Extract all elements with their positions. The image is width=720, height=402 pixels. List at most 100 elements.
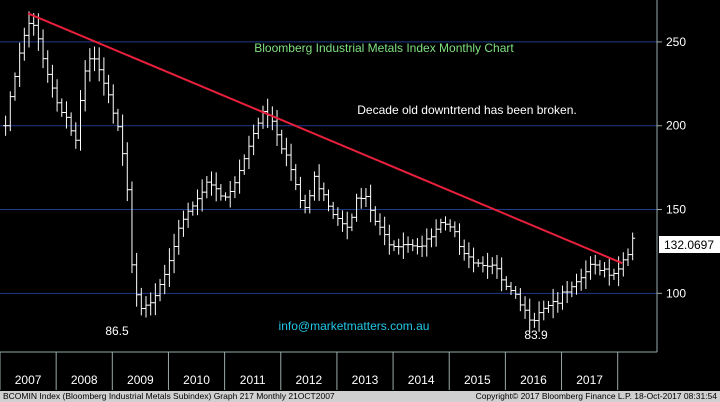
footer-right-text: Copyright© 2017 Bloomberg Finance L.P. 1… [476, 391, 718, 401]
ohlc-bar [316, 164, 322, 201]
ohlc-bar [335, 207, 341, 226]
x-tick-label: 2010 [183, 373, 210, 387]
ohlc-bar [517, 288, 523, 312]
footer-bar: BCOMIN Index (Bloomberg Industrial Metal… [0, 391, 720, 402]
x-tick-label: 2007 [15, 373, 42, 387]
ohlc-bar [124, 142, 130, 202]
ohlc-bar [148, 292, 154, 316]
ohlc-bar [152, 283, 158, 316]
ohlc-bar [204, 176, 210, 199]
ohlc-bar [35, 13, 41, 51]
ohlc-bar [209, 171, 215, 196]
ohlc-bar [12, 72, 18, 101]
ohlc-bar [564, 280, 570, 304]
ohlc-bar [349, 213, 355, 232]
ohlc-bar [457, 223, 463, 255]
ohlc-bar [110, 84, 116, 124]
ohlc-bar [382, 216, 388, 246]
ohlc-bar [513, 286, 519, 299]
ohlc-bar [527, 298, 533, 332]
ohlc-bar [391, 240, 397, 252]
low-label-2008: 86.5 [105, 324, 129, 338]
x-tick-label: 2008 [71, 373, 98, 387]
ohlc-bar [302, 194, 308, 214]
ohlc-bar [410, 239, 416, 252]
ohlc-bar [494, 254, 500, 279]
ohlc-bar [223, 192, 229, 201]
ohlc-bar [344, 211, 350, 240]
ohlc-bar [311, 171, 317, 201]
ohlc-bar [115, 108, 121, 132]
ohlc-bar [480, 256, 486, 273]
ohlc-bar [545, 300, 551, 313]
ohlc-bar [120, 114, 126, 166]
ohlc-bar [283, 137, 289, 167]
breakout-note: Decade old downtrtend has been broken. [357, 103, 577, 117]
ohlc-bar [522, 296, 528, 319]
ohlc-bar [279, 129, 285, 154]
x-tick-label: 2013 [352, 373, 379, 387]
last-price-label: 132.0697 [664, 238, 714, 252]
ohlc-bar [559, 285, 565, 310]
ohlc-bar [92, 46, 98, 72]
ohlc-bar [508, 281, 514, 296]
x-axis-ticks: 2007 2008 2009 2010 2011 2012 2013 2014 2015 2016… [0, 352, 619, 390]
ohlc-bar [190, 201, 196, 216]
ohlc-bar [162, 264, 168, 295]
ohlc-bar [82, 60, 88, 112]
x-tick-label: 2011 [240, 373, 266, 387]
ohlc-bar [550, 288, 556, 319]
ohlc-bar [414, 237, 420, 255]
chart-title: Bloomberg Industrial Metals Index Monthl… [254, 41, 514, 55]
ohlc-bar [241, 154, 247, 175]
y-tick-label: 150 [666, 203, 686, 217]
ohlc-bar [592, 254, 598, 275]
ohlc-bar [489, 257, 495, 275]
ohlc-bar [213, 172, 219, 202]
ohlc-bar [428, 228, 434, 248]
ohlc-bar [54, 79, 60, 112]
ohlc-bar [138, 287, 144, 316]
ohlc-bar [166, 248, 172, 287]
x-tick-label: 2012 [295, 373, 322, 387]
y-tick-label: 100 [666, 286, 686, 300]
ohlc-bar [377, 213, 383, 236]
ohlc-bar [251, 124, 257, 156]
ohlc-bar [363, 188, 369, 208]
ohlc-bar [541, 300, 547, 321]
ohlc-bar [17, 42, 23, 87]
ohlc-bar [400, 232, 406, 259]
ohlc-bar [588, 256, 594, 280]
ohlc-bar [68, 112, 74, 136]
ohlc-bar [180, 210, 186, 237]
ohlc-bar [194, 189, 200, 216]
x-tick-label: 2014 [408, 373, 435, 387]
ohlc-bar [569, 281, 575, 298]
ohlc-bars [3, 11, 636, 332]
x-tick-label: 2016 [520, 373, 547, 387]
last-price-tag: 132.0697 [659, 236, 720, 253]
x-tick-label: 2009 [127, 373, 154, 387]
ohlc-bar [3, 115, 9, 136]
ohlc-bar [321, 182, 327, 201]
ohlc-bar [59, 98, 65, 117]
ohlc-bar [297, 176, 303, 209]
ohlc-bar [129, 181, 135, 274]
ohlc-bar [96, 47, 102, 82]
ohlc-bar [597, 260, 603, 276]
ohlc-bar [452, 221, 458, 238]
ohlc-bar [358, 187, 364, 209]
ohlc-bar [499, 257, 505, 292]
ohlc-bar [237, 159, 243, 194]
ohlc-bar [227, 181, 233, 208]
ohlc-bar [531, 312, 537, 328]
ohlc-bar [419, 235, 425, 257]
ohlc-bar [583, 260, 589, 290]
ohlc-bar [199, 179, 205, 212]
ohlc-bar [307, 189, 313, 214]
ohlc-bar [442, 216, 448, 231]
ohlc-bar [485, 252, 491, 279]
ohlc-bar [433, 219, 439, 247]
ohlc-bar [157, 278, 163, 302]
